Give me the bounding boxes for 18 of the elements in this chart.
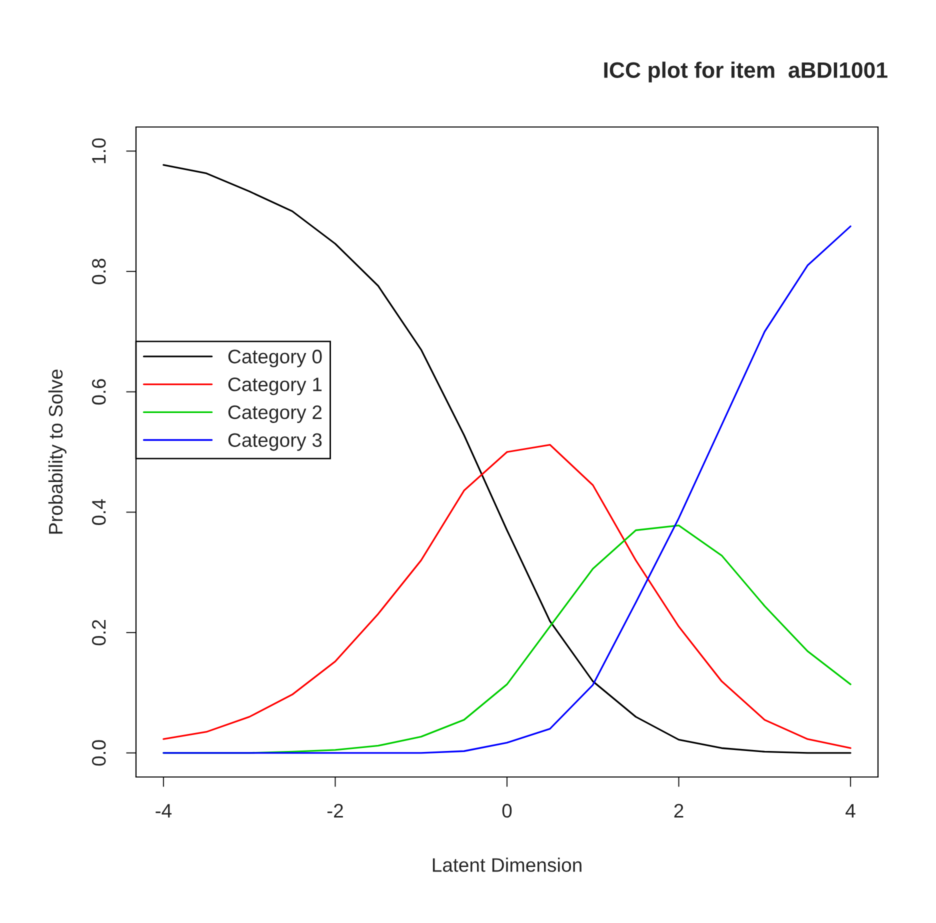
- y-tick-label: 0.8: [92, 258, 106, 284]
- legend-label: Category 0: [228, 350, 322, 368]
- x-axis-title: Latent Dimension: [432, 858, 582, 872]
- legend-label: Category 2: [228, 405, 322, 423]
- chart-title: ICC plot for item aBDI1001: [604, 62, 888, 82]
- y-tick-label: 0.2: [92, 620, 106, 646]
- y-tick-label: 0.6: [92, 379, 106, 405]
- x-tick-label: 4: [846, 804, 856, 818]
- y-tick-label: 1.0: [92, 138, 106, 164]
- legend-label: Category 3: [228, 433, 322, 451]
- x-tick-label: -4: [156, 804, 172, 818]
- y-tick-label: 0.0: [92, 740, 106, 766]
- x-tick-label: -2: [327, 804, 343, 818]
- y-axis-title: Probability to Solve: [48, 370, 66, 534]
- y-tick-label: 0.4: [92, 499, 106, 525]
- x-tick-label: 2: [674, 804, 684, 818]
- legend-label: Category 1: [228, 378, 322, 396]
- x-tick-label: 0: [502, 804, 512, 818]
